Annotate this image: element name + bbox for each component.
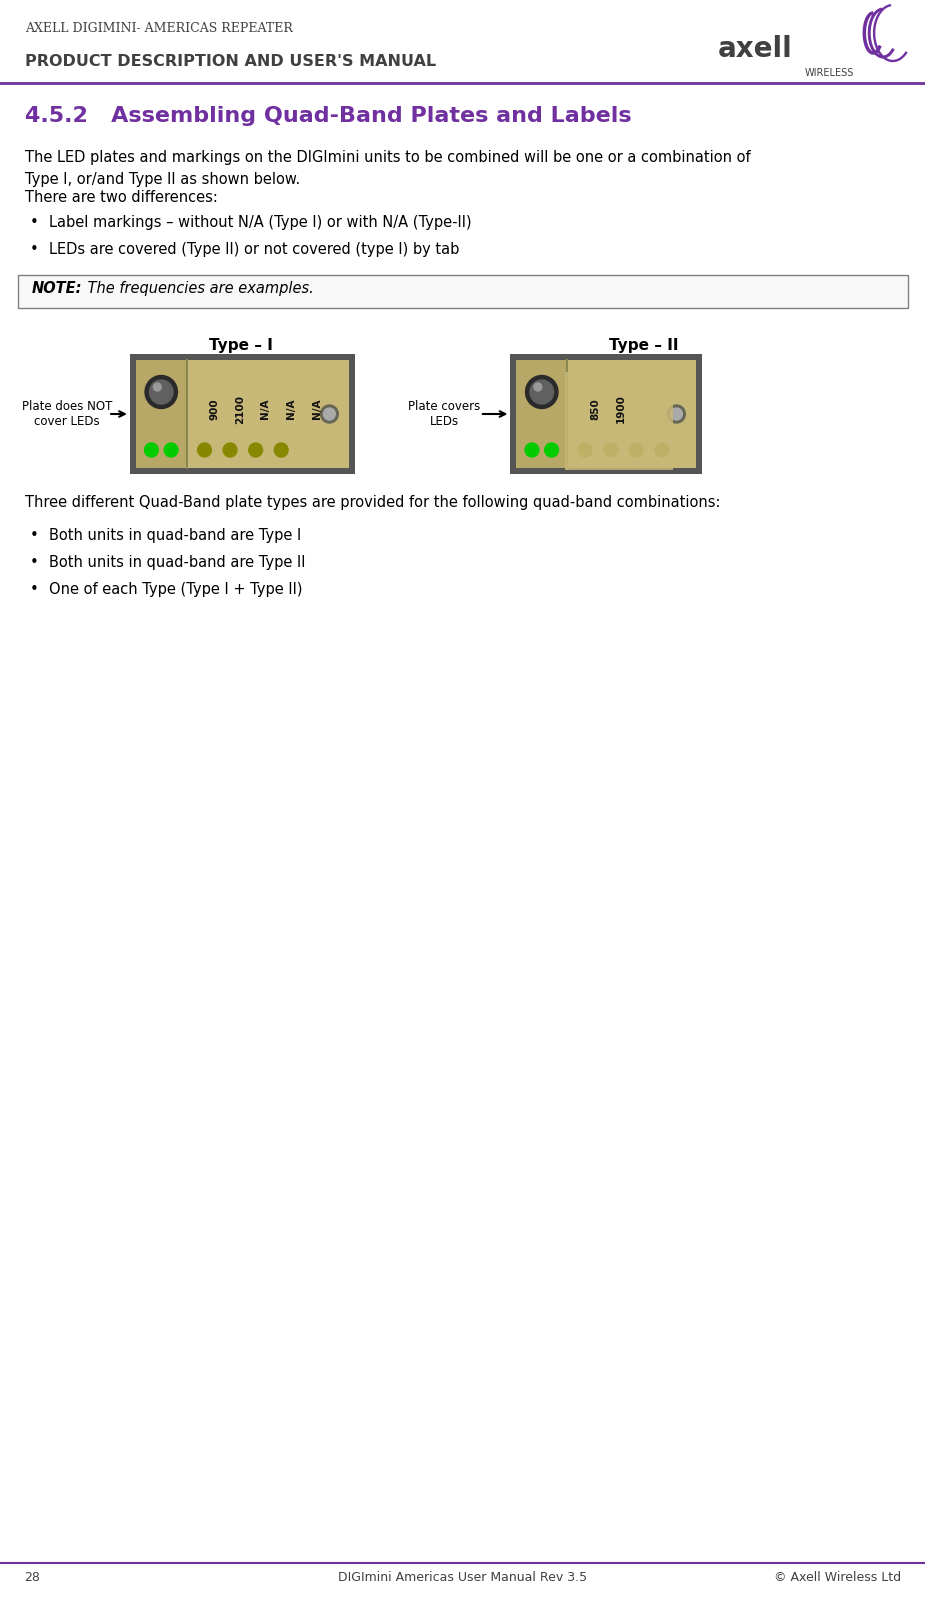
- Text: LEDs are covered (Type II) or not covered (type I) by tab: LEDs are covered (Type II) or not covere…: [49, 242, 459, 258]
- Text: 28: 28: [24, 1571, 40, 1583]
- Text: Type – II: Type – II: [610, 338, 678, 352]
- Circle shape: [248, 443, 263, 456]
- Circle shape: [671, 408, 682, 419]
- Circle shape: [545, 443, 559, 456]
- Bar: [510, 354, 702, 474]
- Circle shape: [530, 379, 553, 403]
- Text: axell: axell: [718, 35, 792, 62]
- Circle shape: [534, 383, 542, 391]
- Text: 2100: 2100: [235, 394, 245, 424]
- Text: One of each Type (Type I + Type II): One of each Type (Type I + Type II): [49, 583, 303, 597]
- Circle shape: [655, 443, 669, 456]
- Bar: [517, 360, 567, 467]
- Circle shape: [165, 443, 178, 456]
- Text: Both units in quad-band are Type II: Both units in quad-band are Type II: [49, 556, 306, 570]
- Text: There are two differences:: There are two differences:: [24, 191, 217, 205]
- Circle shape: [145, 376, 178, 408]
- Text: © Axell Wireless Ltd: © Axell Wireless Ltd: [774, 1571, 901, 1583]
- Text: The LED plates and markings on the DIGImini units to be combined will be one or : The LED plates and markings on the DIGIm…: [24, 150, 750, 187]
- Bar: [136, 360, 187, 467]
- Circle shape: [153, 383, 161, 391]
- Text: •: •: [29, 528, 39, 543]
- Text: N/A: N/A: [311, 399, 322, 419]
- Text: AXELL DIGIMINI- AMERICAS REPEATER: AXELL DIGIMINI- AMERICAS REPEATER: [24, 22, 293, 35]
- Text: 1900: 1900: [615, 394, 626, 423]
- Text: •: •: [29, 583, 39, 597]
- Bar: [566, 371, 673, 471]
- Circle shape: [150, 379, 173, 403]
- Circle shape: [198, 443, 212, 456]
- Bar: [18, 275, 907, 307]
- Circle shape: [630, 443, 643, 456]
- Text: WIRELESS: WIRELESS: [805, 67, 853, 78]
- Bar: [130, 354, 355, 474]
- Bar: [517, 360, 696, 467]
- Text: 900: 900: [209, 399, 219, 419]
- Text: N/A: N/A: [286, 399, 296, 419]
- Circle shape: [275, 443, 288, 456]
- Circle shape: [526, 376, 558, 408]
- Text: N/A: N/A: [261, 399, 270, 419]
- Text: Type – I: Type – I: [209, 338, 273, 352]
- Text: •: •: [29, 556, 39, 570]
- Text: •: •: [29, 242, 39, 258]
- Text: Label markings – without N/A (Type I) or with N/A (Type-II): Label markings – without N/A (Type I) or…: [49, 215, 471, 231]
- Text: •: •: [29, 215, 39, 231]
- Circle shape: [321, 405, 338, 423]
- Text: PRODUCT DESCRIPTION AND USER'S MANUAL: PRODUCT DESCRIPTION AND USER'S MANUAL: [24, 54, 436, 69]
- Text: 4.5.2   Assembling Quad-Band Plates and Labels: 4.5.2 Assembling Quad-Band Plates and La…: [24, 106, 631, 126]
- Text: The frequencies are examples.: The frequencies are examples.: [83, 282, 313, 296]
- Circle shape: [324, 408, 335, 419]
- Circle shape: [668, 405, 685, 423]
- Text: 850: 850: [590, 399, 600, 419]
- Circle shape: [223, 443, 237, 456]
- Text: Three different Quad-Band plate types are provided for the following quad-band c: Three different Quad-Band plate types ar…: [24, 495, 720, 511]
- Circle shape: [525, 443, 539, 456]
- Text: NOTE:: NOTE:: [31, 282, 82, 296]
- Circle shape: [604, 443, 617, 456]
- Bar: [136, 360, 349, 467]
- Text: Both units in quad-band are Type I: Both units in quad-band are Type I: [49, 528, 301, 543]
- Circle shape: [578, 443, 592, 456]
- Text: Plate does NOT
cover LEDs: Plate does NOT cover LEDs: [22, 400, 112, 427]
- Text: Plate covers
LEDs: Plate covers LEDs: [408, 400, 481, 427]
- Circle shape: [145, 443, 158, 456]
- Text: DIGImini Americas User Manual Rev 3.5: DIGImini Americas User Manual Rev 3.5: [338, 1571, 587, 1583]
